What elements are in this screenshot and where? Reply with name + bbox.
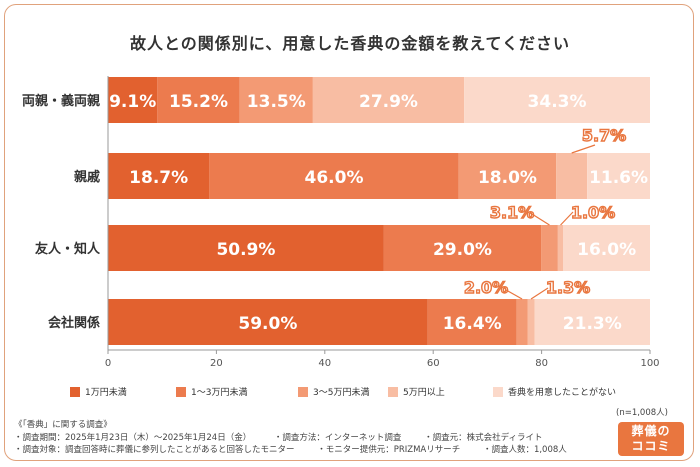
data-label-callout: 3.1% [490,203,534,222]
bar-segment [108,77,158,123]
legend-label: 5万円以上 [403,388,445,398]
data-label: 21.3% [563,314,622,334]
bar-segment [383,225,542,271]
data-label: 46.0% [305,168,364,188]
data-label: 18.0% [478,168,537,188]
bar-segment [541,225,558,271]
data-label: 50.9% [216,240,275,260]
bar-segment [108,225,384,271]
callout-leader [560,211,574,226]
category-label: 両親・義両親 [22,93,100,109]
category-label: 会社関係 [48,315,100,331]
legend-item: 1万円未満 [70,385,127,398]
legend-swatch [70,386,80,397]
bar-segment [157,77,240,123]
data-label-callout: 2.0% [464,278,508,297]
bar-segment [312,77,465,123]
category-label: 親戚 [74,169,100,185]
callout-leader [505,289,523,300]
bar-segment [556,153,588,199]
legend-swatch [388,386,398,397]
bar-segment [587,153,650,199]
bar-segment [239,77,313,123]
bar-segment [209,153,459,199]
x-tick-label: 0 [105,358,111,369]
data-label: 13.5% [247,92,306,112]
legend-label: 香典を用意したことがない [508,388,617,398]
legend-item: 5万円以上 [388,385,445,398]
data-label: 34.3% [528,92,587,112]
survey-provider: ・モニター提供元：PRIZMAリサーチ [317,445,461,455]
legend-swatch [176,386,186,397]
chart-frame [4,4,694,461]
legend: 1万円未満 1～3万円未満 3～5万円未満 5万円以上 香典を用意したことがない [48,385,688,401]
callout-leader [531,213,550,226]
x-tick-label: 80 [535,358,548,369]
bar-segment [108,153,210,199]
bar-segment [534,299,650,345]
bar-segment [516,299,528,345]
legend-swatch [298,386,308,397]
legend-swatch [493,386,503,397]
sample-size: (n=1,008人) [616,408,668,418]
logo-line-2: ココミ [631,439,671,453]
data-label: 18.7% [129,168,188,188]
survey-respondents: ・調査人数：1,008人 [482,445,567,455]
x-tick-label: 60 [427,358,440,369]
x-tick-label: 40 [318,358,331,369]
bar-segment [464,77,650,123]
survey-target: ・調査対象：調査回答時に葬儀に参列したことがあると回答したモニター [14,445,295,455]
brand-logo: 葬儀の ココミ [618,422,684,456]
bar-segment [427,299,517,345]
bar-segment [108,299,428,345]
bar-segment [527,299,535,345]
legend-label: 1～3万円未満 [191,388,248,398]
legend-label: 1万円未満 [85,388,127,398]
data-label: 11.6% [589,168,648,188]
logo-line-1: 葬儀の [631,424,671,438]
data-label-callout: 5.7% [582,126,626,145]
data-label: 59.0% [238,314,297,334]
bar-segment [458,153,557,199]
legend-item: 香典を用意したことがない [493,385,616,398]
data-label: 16.4% [443,314,502,334]
data-label: 9.1% [109,92,156,112]
data-label: 16.0% [577,240,636,260]
bar-segment [557,225,564,271]
x-tick-label: 20 [210,358,223,369]
survey-name: 《「香典」に関する調査》 [14,420,112,430]
survey-organizer: ・調査元：株式会社ディライト [424,432,543,443]
survey-footer: 《「香典」に関する調査》 ・調査期間：2025年1月23日（木）～2025年1月… [14,419,587,457]
bar-segment [563,225,650,271]
survey-period: ・調査期間：2025年1月23日（木）～2025年1月24日（金） [14,432,252,443]
survey-method: ・調査方法：インターネット調査 [273,432,402,443]
x-tick-label: 100 [640,358,659,369]
legend-item: 1～3万円未満 [176,385,247,398]
category-label: 友人・知人 [35,241,101,257]
callout-leader [571,144,596,154]
chart-title: 故人との関係別に、用意した香典の金額を教えてください [129,34,571,53]
data-label-callout: 1.0% [571,203,615,222]
data-label: 29.0% [433,240,492,260]
legend-label: 3～5万円未満 [313,388,370,398]
data-label: 27.9% [359,92,418,112]
callout-leader [530,287,549,300]
data-label-callout: 1.3% [546,278,590,297]
data-label: 15.2% [169,92,228,112]
legend-item: 3～5万円未満 [298,385,369,398]
